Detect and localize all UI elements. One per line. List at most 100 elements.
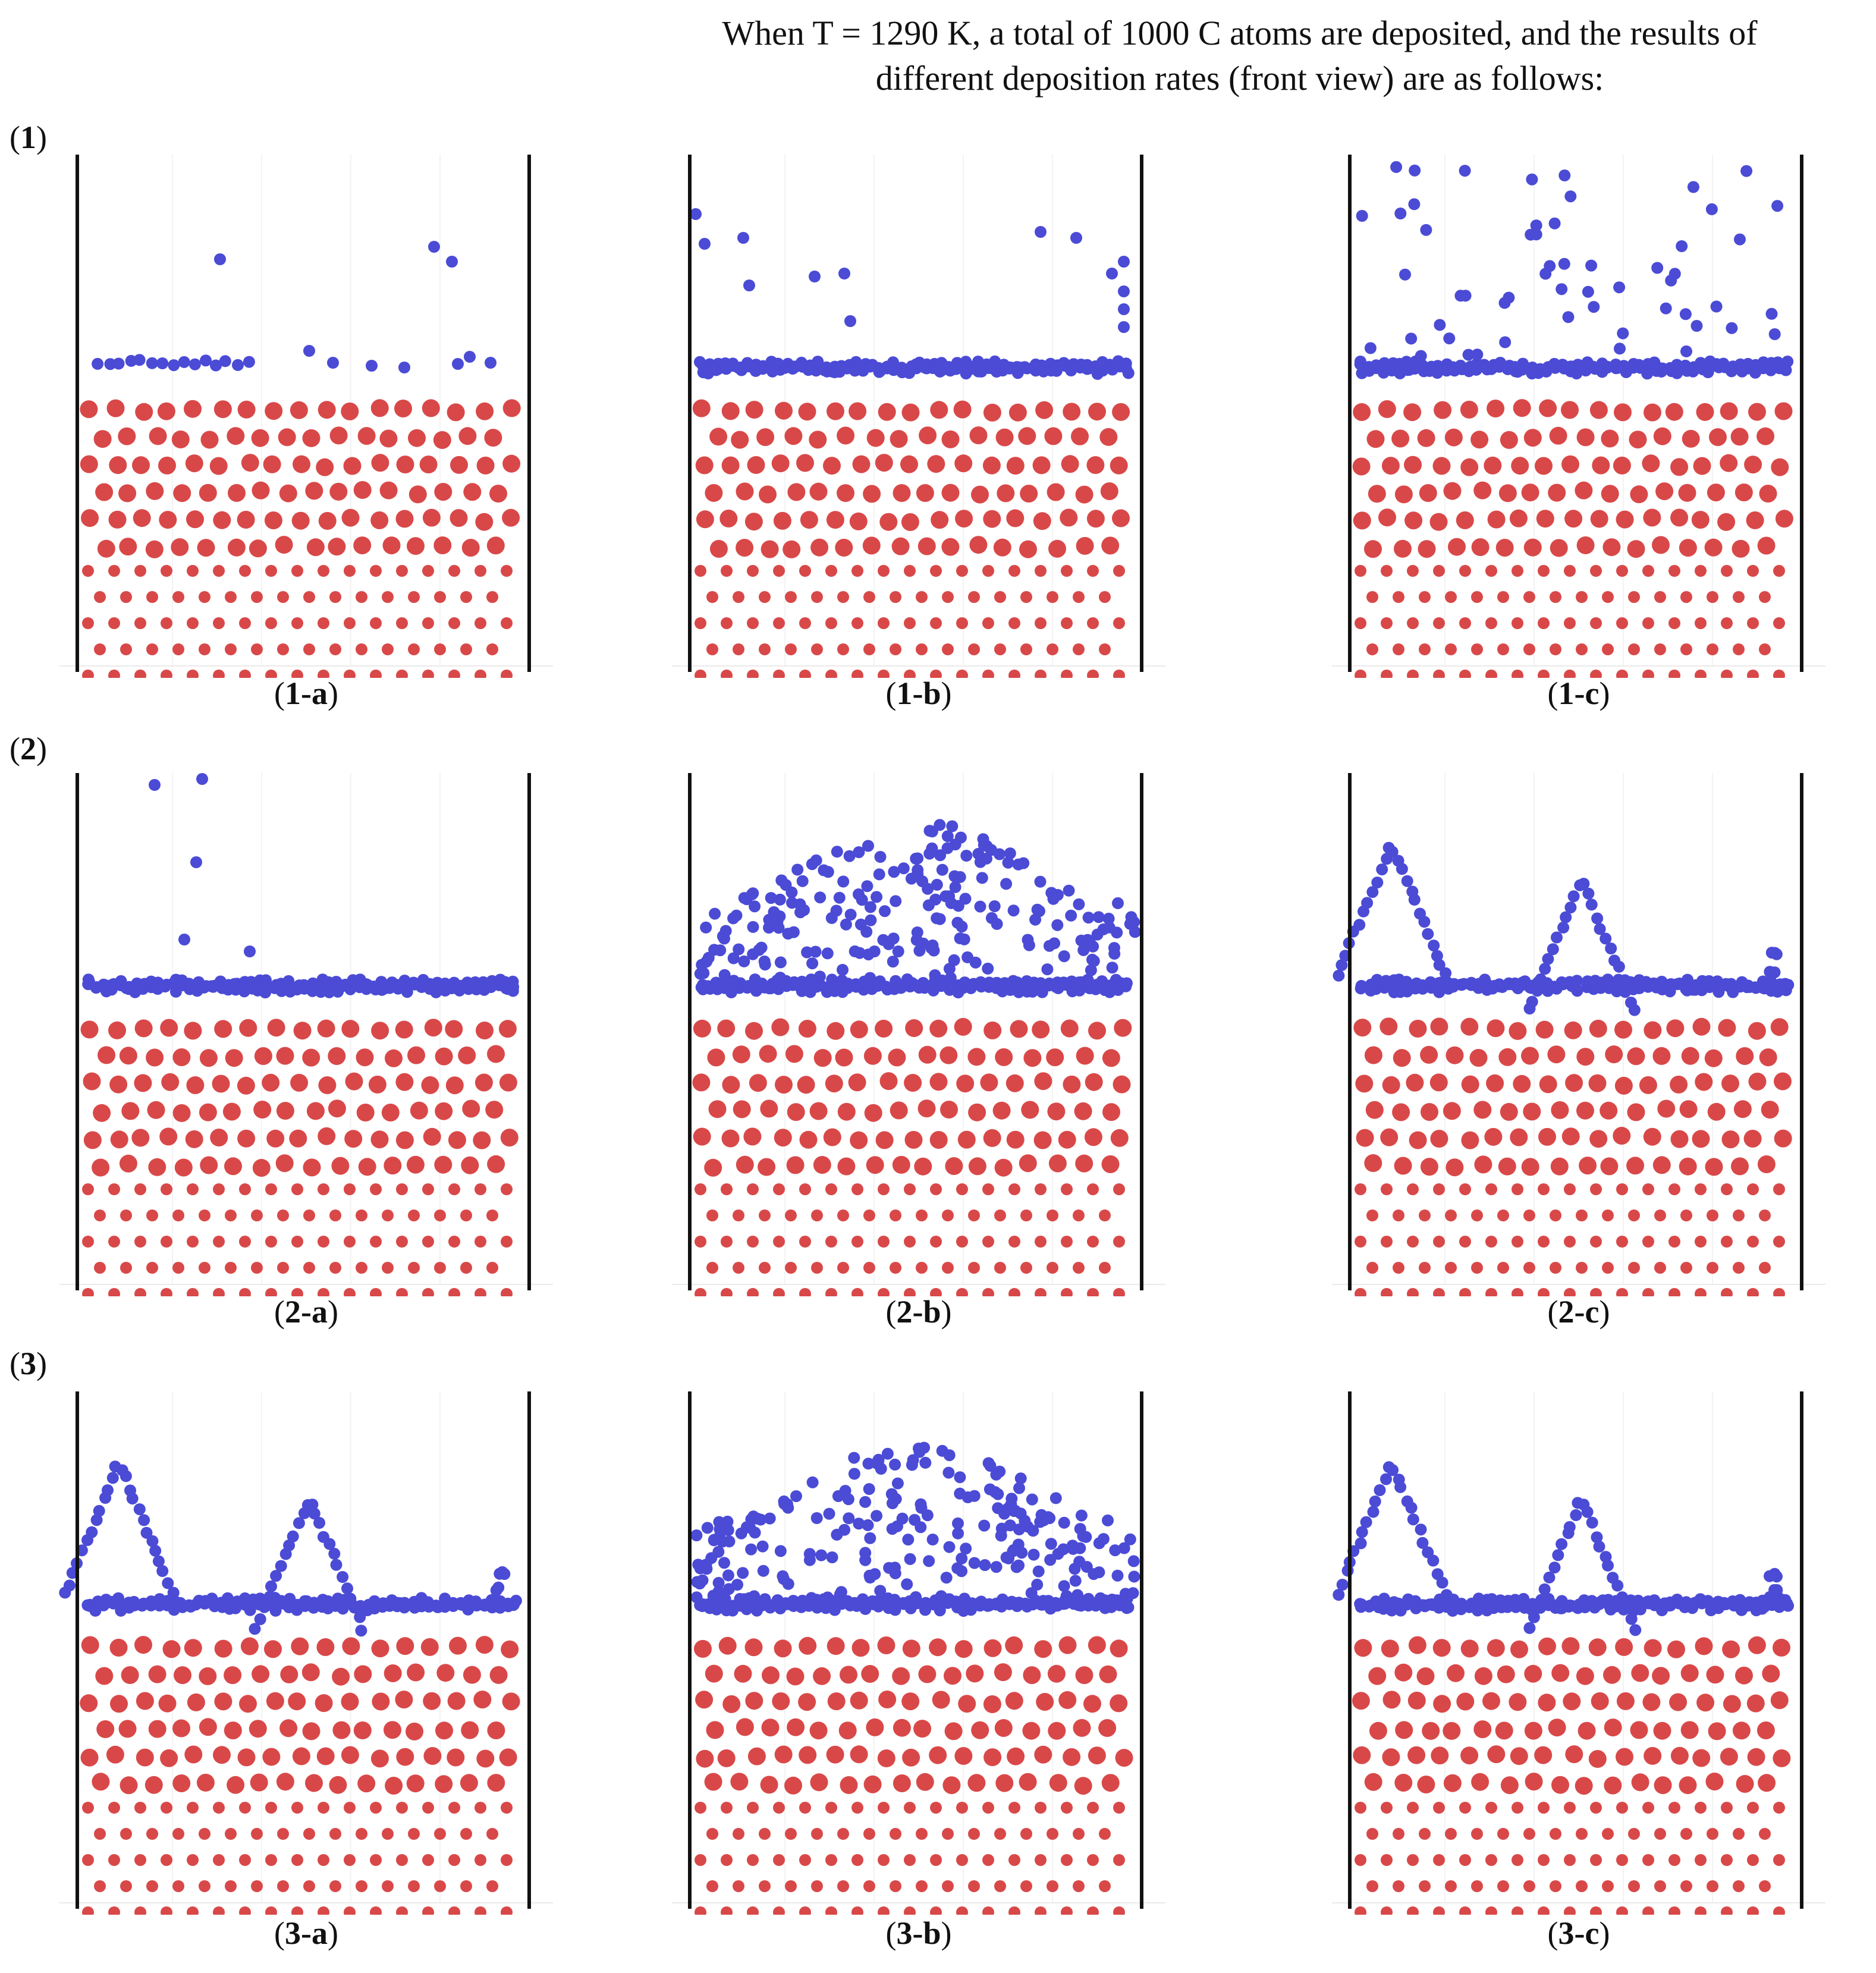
carbon-atom bbox=[245, 976, 257, 988]
substrate-atom bbox=[82, 1288, 94, 1296]
substrate-atom bbox=[1523, 591, 1535, 603]
substrate-atom bbox=[1102, 1049, 1120, 1067]
carbon-atom bbox=[1538, 1583, 1551, 1595]
carbon-atom bbox=[1671, 978, 1683, 990]
substrate-atom bbox=[422, 508, 441, 527]
substrate-atom bbox=[396, 1637, 414, 1655]
substrate-atom bbox=[134, 1019, 153, 1038]
substrate-atom bbox=[344, 1288, 356, 1296]
substrate-atom bbox=[719, 510, 738, 527]
substrate-atom bbox=[303, 1880, 315, 1892]
carbon-atom bbox=[1088, 955, 1100, 967]
substrate-atom bbox=[785, 1209, 797, 1221]
substrate-atom bbox=[1495, 539, 1514, 557]
substrate-atom bbox=[1665, 403, 1683, 421]
carbon-atom bbox=[1530, 228, 1542, 241]
substrate-atom bbox=[695, 1906, 706, 1915]
substrate-atom bbox=[185, 1130, 203, 1148]
carbon-atom bbox=[864, 972, 876, 984]
carbon-atom bbox=[794, 898, 806, 910]
substrate-atom bbox=[1550, 591, 1561, 603]
carbon-atom bbox=[759, 959, 771, 971]
substrate-atom bbox=[1538, 1802, 1550, 1814]
caption-2-a: (2-a) bbox=[274, 1294, 338, 1330]
substrate-atom bbox=[407, 1046, 425, 1064]
substrate-atom bbox=[370, 1130, 389, 1149]
substrate-atom bbox=[422, 1288, 434, 1296]
substrate-atom bbox=[395, 1691, 413, 1709]
carbon-atom bbox=[1526, 995, 1538, 1008]
substrate-atom bbox=[1591, 1692, 1609, 1710]
panel-1-c bbox=[1320, 155, 1837, 678]
substrate-atom bbox=[1538, 617, 1550, 629]
carbon-atom bbox=[1455, 1597, 1468, 1610]
substrate-atom bbox=[1087, 670, 1099, 678]
substrate-atom bbox=[1061, 1854, 1073, 1866]
substrate-atom bbox=[290, 401, 308, 419]
substrate-atom bbox=[1576, 1262, 1588, 1274]
carbon-atom bbox=[1394, 208, 1407, 219]
substrate-atom bbox=[849, 512, 868, 530]
substrate-atom bbox=[1590, 617, 1602, 629]
substrate-atom bbox=[1627, 540, 1645, 558]
substrate-atom bbox=[318, 1288, 329, 1296]
substrate-atom bbox=[1747, 1748, 1765, 1766]
carbon-atom bbox=[1768, 328, 1781, 340]
carbon-atom bbox=[1671, 1594, 1683, 1606]
carbon-atom bbox=[1081, 363, 1093, 375]
substrate-atom bbox=[1512, 1906, 1523, 1915]
substrate-atom bbox=[434, 1155, 452, 1174]
substrate-atom bbox=[447, 1748, 465, 1767]
substrate-atom bbox=[1717, 513, 1736, 531]
substrate-atom bbox=[799, 1288, 811, 1296]
substrate-atom bbox=[931, 511, 949, 529]
substrate-atom bbox=[1576, 1667, 1594, 1685]
substrate-atom bbox=[721, 1129, 740, 1148]
substrate-atom bbox=[237, 400, 256, 419]
substrate-atom bbox=[161, 617, 172, 629]
carbon-atom bbox=[228, 978, 241, 990]
carbon-atom bbox=[787, 926, 800, 938]
carbon-atom bbox=[494, 1595, 507, 1607]
substrate-atom bbox=[1748, 1636, 1766, 1654]
substrate-atom bbox=[736, 539, 754, 557]
substrate-atom bbox=[213, 1288, 225, 1296]
carbon-atom bbox=[796, 875, 809, 887]
substrate-atom bbox=[209, 457, 228, 475]
carbon-atom bbox=[718, 981, 731, 993]
carbon-atom bbox=[243, 356, 255, 368]
substrate-atom bbox=[372, 1692, 390, 1711]
carbon-atom bbox=[1118, 303, 1130, 315]
carbon-atom bbox=[156, 1565, 169, 1577]
carbon-atom bbox=[904, 1553, 916, 1565]
substrate-atom bbox=[329, 643, 341, 655]
carbon-atom bbox=[1602, 1559, 1614, 1572]
substrate-atom bbox=[1049, 1774, 1067, 1792]
substrate-atom bbox=[1616, 1692, 1635, 1710]
row-label-1: (1) bbox=[10, 120, 47, 155]
substrate-atom bbox=[1113, 1854, 1125, 1866]
substrate-atom bbox=[837, 1102, 856, 1121]
substrate-atom bbox=[148, 1158, 166, 1176]
substrate-atom bbox=[1695, 670, 1707, 678]
substrate-atom bbox=[1695, 1802, 1707, 1814]
substrate-atom bbox=[1575, 1777, 1593, 1795]
carbon-atom bbox=[446, 256, 458, 268]
substrate-atom bbox=[837, 1880, 849, 1892]
carbon-atom bbox=[1075, 1509, 1088, 1522]
substrate-atom bbox=[148, 1720, 166, 1738]
substrate-atom bbox=[199, 1262, 210, 1274]
substrate-atom bbox=[356, 591, 367, 603]
substrate-atom bbox=[475, 1073, 493, 1092]
substrate-atom bbox=[1035, 1236, 1047, 1248]
carbon-atom bbox=[1405, 1501, 1418, 1514]
substrate-atom bbox=[80, 1020, 99, 1039]
carbon-atom bbox=[714, 1531, 726, 1542]
carbon-atom bbox=[844, 909, 857, 921]
carbon-atom bbox=[1106, 962, 1118, 974]
substrate-atom bbox=[1512, 1183, 1523, 1195]
carbon-atom bbox=[1127, 1587, 1139, 1600]
substrate-atom bbox=[1654, 643, 1666, 655]
substrate-atom bbox=[1668, 565, 1680, 577]
carbon-atom bbox=[1108, 942, 1120, 954]
